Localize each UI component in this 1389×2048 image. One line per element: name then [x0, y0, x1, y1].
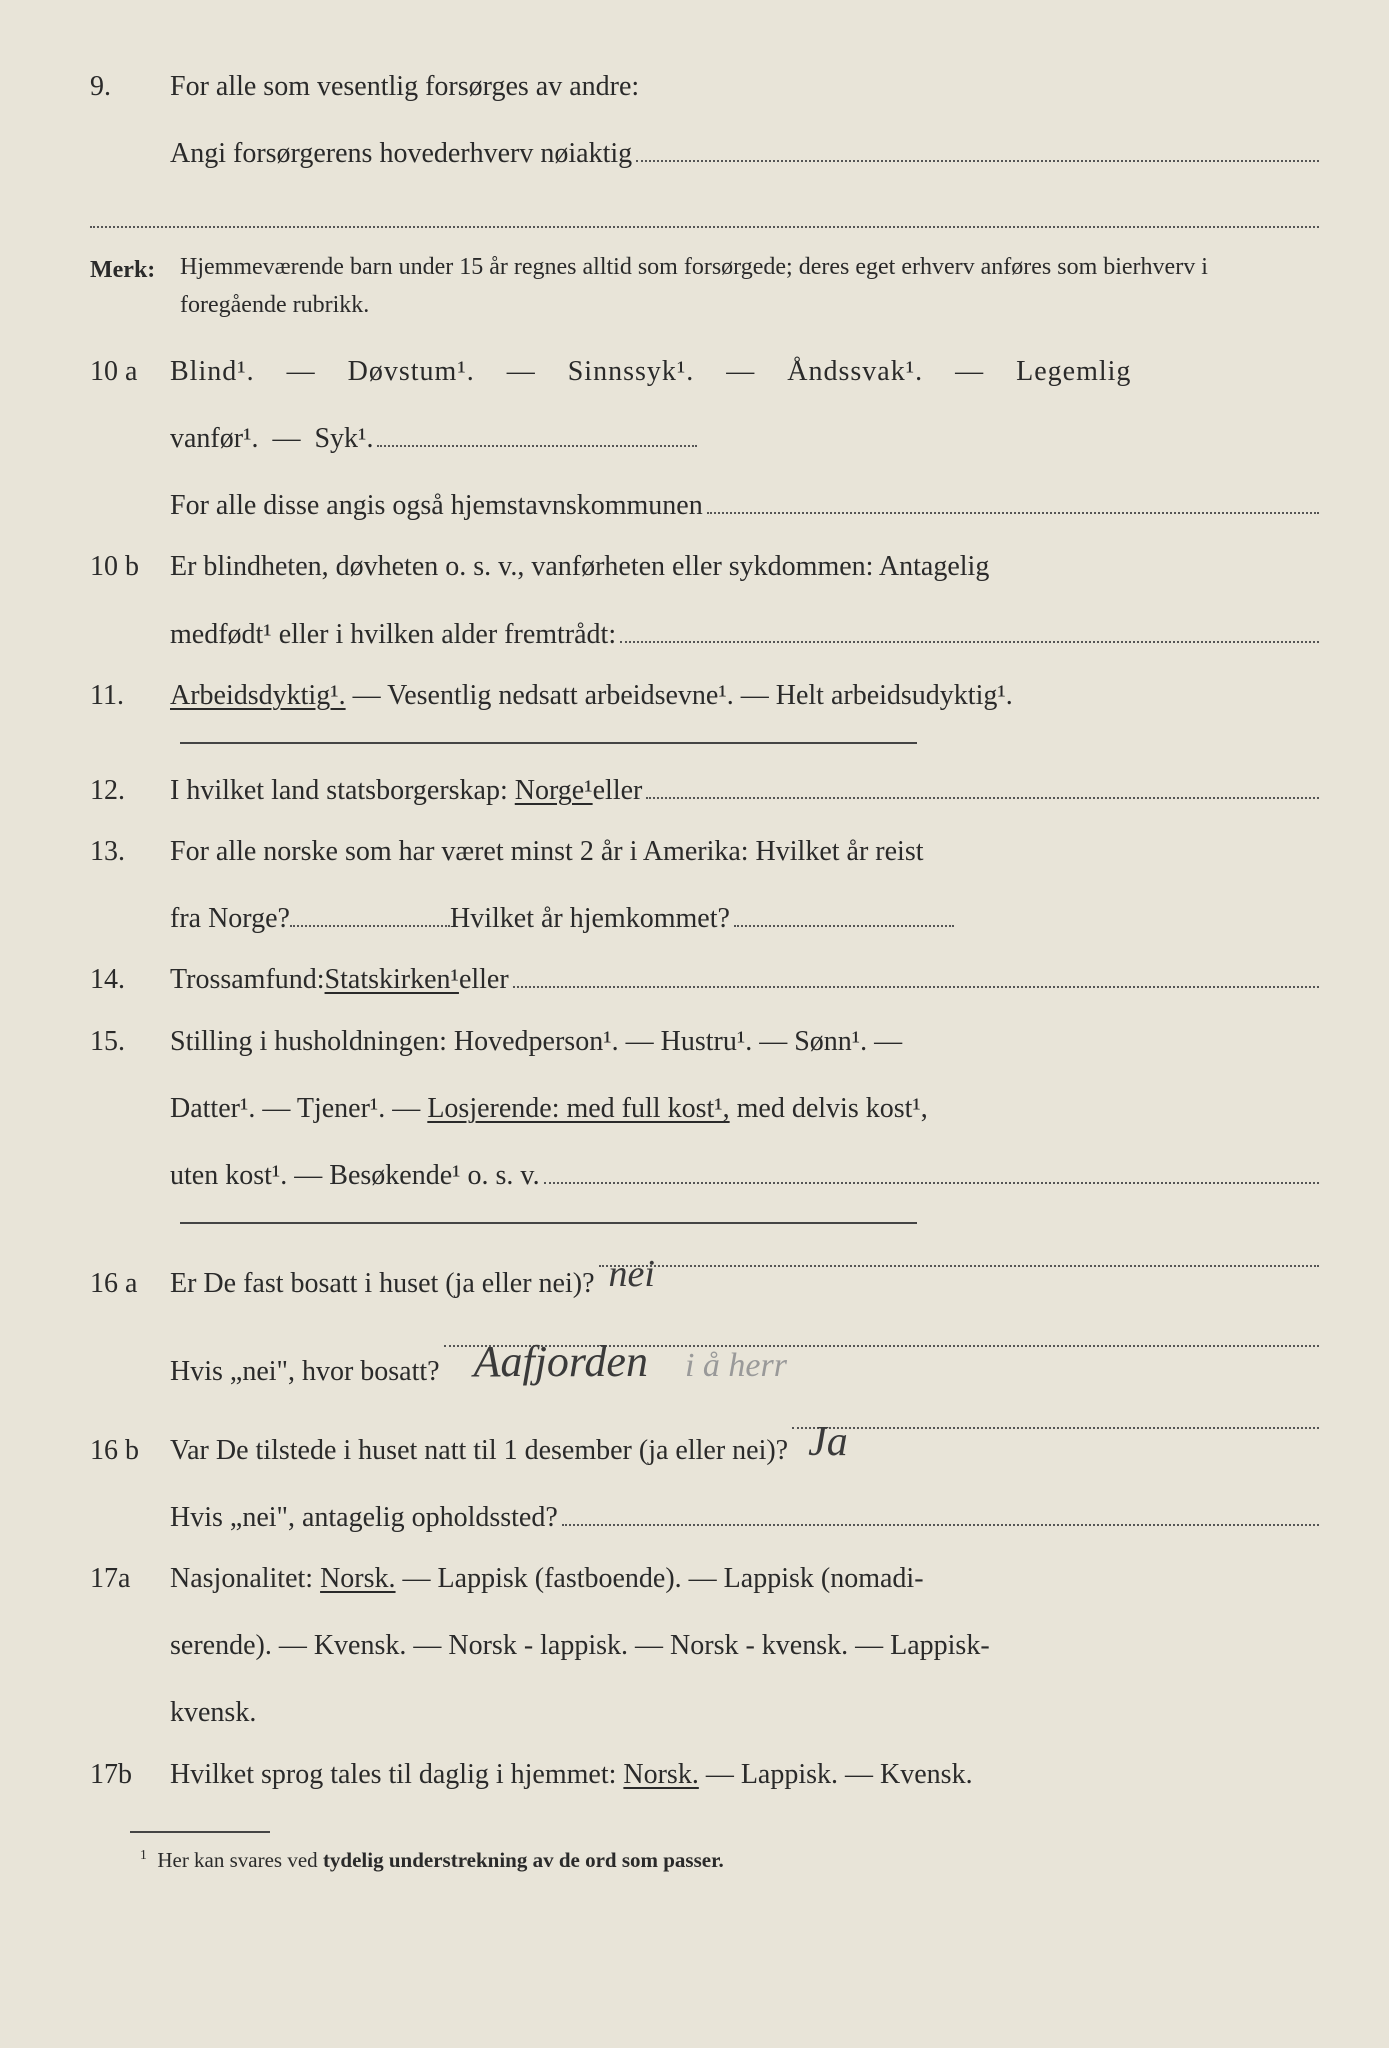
- merk-text: Hjemmeværende barn under 15 år regnes al…: [180, 248, 1319, 325]
- census-form-page: 9. For alle som vesentlig forsørges av a…: [90, 60, 1319, 1881]
- q17a-number: 17a: [90, 1552, 170, 1605]
- q12-row: 12. I hvilket land statsborgerskap: Norg…: [90, 764, 1319, 817]
- q11-number: 11.: [90, 669, 170, 722]
- q15-line2: Datter¹. — Tjener¹. — Losjerende: med fu…: [170, 1082, 1319, 1135]
- q17b-content: Hvilket sprog tales til daglig i hjemmet…: [170, 1748, 1319, 1801]
- q10a-blank[interactable]: [377, 425, 697, 447]
- q15-content: Stilling i husholdningen: Hovedperson¹. …: [170, 1015, 1319, 1203]
- footnote-text: Her kan svares ved tydelig understreknin…: [157, 1848, 723, 1872]
- divider-2: [180, 1222, 917, 1224]
- q10b-line1: Er blindheten, døvheten o. s. v., vanfør…: [170, 540, 1319, 593]
- q10b-number: 10 b: [90, 540, 170, 593]
- q9-content: For alle som vesentlig forsørges av andr…: [170, 60, 1319, 180]
- q10a-line3: For alle disse angis også hjemstavnskomm…: [170, 479, 703, 532]
- q9-number: 9.: [90, 60, 170, 113]
- q10a-row: 10 a Blind¹. — Døvstum¹. — Sinnssyk¹. — …: [90, 345, 1319, 533]
- q16a-number: 16 a: [90, 1257, 170, 1310]
- q16a-blank1[interactable]: nei: [599, 1244, 1320, 1266]
- q14-blank[interactable]: [513, 966, 1319, 988]
- q15-number: 15.: [90, 1015, 170, 1068]
- q16b-answer1: Ja: [808, 1403, 848, 1483]
- q10a-line3-wrap: For alle disse angis også hjemstavnskomm…: [170, 479, 1319, 532]
- q16b-blank2[interactable]: [562, 1503, 1319, 1525]
- q17a-line1: Nasjonalitet: Norsk. — Lappisk (fastboen…: [170, 1552, 1319, 1605]
- q11-content: Arbeidsdyktig¹. — Vesentlig nedsatt arbe…: [170, 669, 1319, 722]
- q16a-answer2: Aafjorden: [474, 1320, 648, 1404]
- q13-blank2[interactable]: [734, 905, 954, 927]
- q12-number: 12.: [90, 764, 170, 817]
- q10b-line2: medfødt¹ eller i hvilken alder fremtrådt…: [170, 608, 616, 661]
- q17a-line3: kvensk.: [170, 1686, 1319, 1739]
- q13-number: 13.: [90, 825, 170, 878]
- q16a-line2-wrap: Hvis „nei", hvor bosatt? Aafjorden i å h…: [170, 1324, 1319, 1398]
- q10a-line2-wrap: vanfør¹. — Syk¹.: [170, 412, 1319, 465]
- q9-line1: For alle som vesentlig forsørges av andr…: [170, 60, 1319, 113]
- q9-row: 9. For alle som vesentlig forsørges av a…: [90, 60, 1319, 180]
- q15-line3-wrap: uten kost¹. — Besøkende¹ o. s. v.: [170, 1149, 1319, 1202]
- q13-row: 13. For alle norske som har været minst …: [90, 825, 1319, 945]
- q10a-blank2[interactable]: [707, 492, 1319, 514]
- q10b-row: 10 b Er blindheten, døvheten o. s. v., v…: [90, 540, 1319, 660]
- q16b-line2-wrap: Hvis „nei", antagelig opholdssted?: [170, 1491, 1319, 1544]
- q16b-content: Var De tilstede i huset natt til 1 desem…: [170, 1407, 1319, 1544]
- q10b-blank[interactable]: [620, 620, 1319, 642]
- q9-blank[interactable]: [636, 140, 1319, 162]
- q16a-row: 16 a Er De fast bosatt i huset (ja eller…: [90, 1244, 1319, 1398]
- q14-number: 14.: [90, 953, 170, 1006]
- q12-content: I hvilket land statsborgerskap: Norge¹ e…: [170, 764, 1319, 817]
- q14-opt: Statskirken¹: [325, 953, 459, 1006]
- q15-blank[interactable]: [544, 1162, 1319, 1184]
- q11-opt3: — Helt arbeidsudyktig¹.: [741, 680, 1013, 711]
- q11-opt2: Vesentlig nedsatt arbeidsevne¹.: [387, 680, 734, 711]
- q16b-blank1[interactable]: Ja: [792, 1407, 1319, 1429]
- q16a-blank2[interactable]: Aafjorden i å herr: [444, 1324, 1319, 1346]
- q12-opt: Norge¹: [515, 764, 593, 817]
- q16b-line1-wrap: Var De tilstede i huset natt til 1 desem…: [170, 1407, 1319, 1477]
- q11-opt1: Arbeidsdyktig¹.: [170, 680, 346, 711]
- q13-line1: For alle norske som har været minst 2 år…: [170, 825, 1319, 878]
- q10a-content: Blind¹. — Døvstum¹. — Sinnssyk¹. — Åndss…: [170, 345, 1319, 533]
- q9-line2: Angi forsørgerens hovederhverv nøiaktig: [170, 127, 632, 180]
- q12-blank[interactable]: [646, 776, 1319, 798]
- divider-1: [180, 742, 917, 744]
- q17b-opt: Norsk.: [623, 1759, 698, 1790]
- q17a-opt: Norsk.: [320, 1563, 395, 1594]
- q13-blank1[interactable]: [290, 925, 450, 927]
- q9-extra-line[interactable]: [90, 194, 1319, 228]
- q10b-line2-wrap: medfødt¹ eller i hvilken alder fremtrådt…: [170, 608, 1319, 661]
- q16a-line1-wrap: Er De fast bosatt i huset (ja eller nei)…: [170, 1244, 1319, 1310]
- q14-row: 14. Trossamfund: Statskirken¹ eller: [90, 953, 1319, 1006]
- q16b-number: 16 b: [90, 1424, 170, 1477]
- q16a-content: Er De fast bosatt i huset (ja eller nei)…: [170, 1244, 1319, 1398]
- q10a-line1: Blind¹. — Døvstum¹. — Sinnssyk¹. — Åndss…: [170, 345, 1319, 398]
- q15-row: 15. Stilling i husholdningen: Hovedperso…: [90, 1015, 1319, 1203]
- q11-row: 11. Arbeidsdyktig¹. — Vesentlig nedsatt …: [90, 669, 1319, 722]
- q14-content: Trossamfund: Statskirken¹ eller: [170, 953, 1319, 1006]
- q16a-answer2-gray: i å herr: [685, 1334, 787, 1399]
- q15-line1: Stilling i husholdningen: Hovedperson¹. …: [170, 1015, 1319, 1068]
- q13-content: For alle norske som har været minst 2 år…: [170, 825, 1319, 945]
- q10a-number: 10 a: [90, 345, 170, 398]
- footnote: 1 Her kan svares ved tydelig understrekn…: [140, 1841, 1319, 1881]
- footnote-divider: [130, 1831, 270, 1833]
- merk-note: Merk: Hjemmeværende barn under 15 år reg…: [90, 248, 1319, 325]
- q17b-row: 17b Hvilket sprog tales til daglig i hje…: [90, 1748, 1319, 1801]
- q9-line2-wrap: Angi forsørgerens hovederhverv nøiaktig: [170, 127, 1319, 180]
- merk-label: Merk:: [90, 248, 180, 325]
- q13-line2-wrap: fra Norge? Hvilket år hjemkommet?: [170, 892, 1319, 945]
- q17a-row: 17a Nasjonalitet: Norsk. — Lappisk (fast…: [90, 1552, 1319, 1740]
- q16b-row: 16 b Var De tilstede i huset natt til 1 …: [90, 1407, 1319, 1544]
- q17a-line2: serende). — Kvensk. — Norsk - lappisk. —…: [170, 1619, 1319, 1672]
- q17a-content: Nasjonalitet: Norsk. — Lappisk (fastboen…: [170, 1552, 1319, 1740]
- q16a-answer1: nei: [609, 1238, 655, 1310]
- q10b-content: Er blindheten, døvheten o. s. v., vanfør…: [170, 540, 1319, 660]
- q17b-number: 17b: [90, 1748, 170, 1801]
